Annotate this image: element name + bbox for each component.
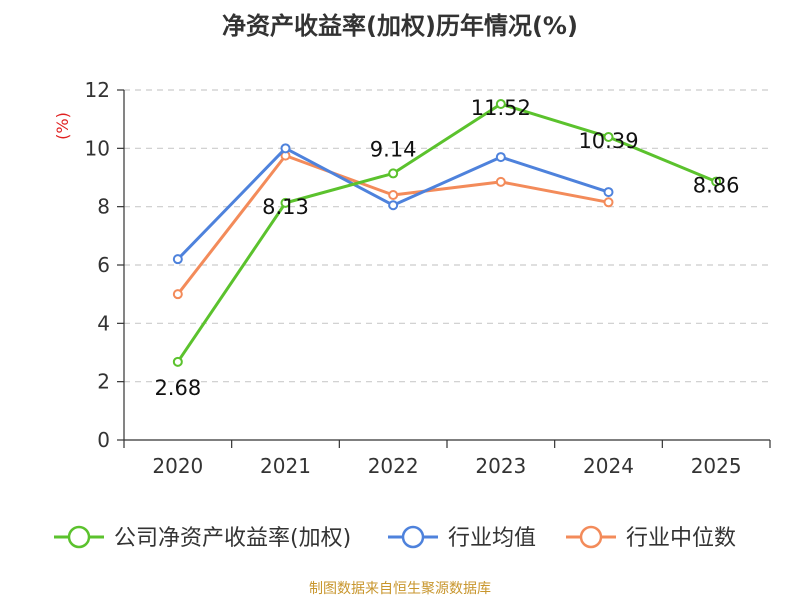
data-point — [603, 197, 614, 208]
y-tick-label: 10 — [85, 136, 110, 160]
data-label: 8.13 — [262, 195, 309, 219]
data-label: 2.68 — [154, 376, 201, 400]
y-tick-label: 12 — [85, 78, 110, 102]
legend-label: 公司净资产收益率(加权) — [114, 526, 351, 551]
data-point — [495, 99, 506, 109]
chart-title: 净资产收益率(加权)历年情况(%) — [222, 12, 578, 40]
legend-marker — [401, 525, 425, 549]
y-tick-label: 4 — [97, 311, 110, 335]
x-tick-label: 2021 — [260, 454, 311, 478]
data-point — [603, 187, 614, 198]
data-point — [280, 143, 291, 154]
source-note: 制图数据来自恒生聚源数据库 — [309, 581, 491, 597]
data-point — [172, 356, 183, 367]
data-point — [495, 176, 506, 187]
y-tick-label: 0 — [97, 428, 110, 452]
data-label: 11.52 — [471, 96, 531, 120]
legend-label: 行业均值 — [448, 526, 536, 551]
data-point — [280, 197, 291, 208]
data-label: 10.39 — [578, 129, 638, 153]
x-tick-label: 2022 — [368, 454, 419, 478]
series-line-0 — [176, 102, 717, 363]
legend-marker — [67, 525, 91, 549]
x-tick-label: 2023 — [475, 454, 526, 478]
x-tick-label: 2025 — [691, 454, 742, 478]
y-tick-label: 6 — [97, 253, 110, 277]
legend-label: 行业中位数 — [626, 526, 736, 551]
data-point — [388, 190, 399, 200]
x-tick-label: 2024 — [583, 454, 634, 478]
data-point — [711, 176, 722, 187]
data-point — [172, 254, 183, 265]
data-label: 8.86 — [693, 174, 740, 198]
y-tick-label: 8 — [97, 195, 110, 219]
data-point — [388, 200, 399, 211]
x-tick-label: 2020 — [152, 454, 203, 478]
legend-marker — [579, 525, 603, 549]
y-tick-label: 2 — [97, 370, 110, 394]
y-axis-label: (%) — [53, 112, 72, 140]
data-label: 9.14 — [370, 137, 417, 161]
data-point — [495, 152, 506, 163]
data-point — [603, 131, 614, 142]
data-point — [172, 289, 183, 300]
data-point — [388, 168, 399, 179]
